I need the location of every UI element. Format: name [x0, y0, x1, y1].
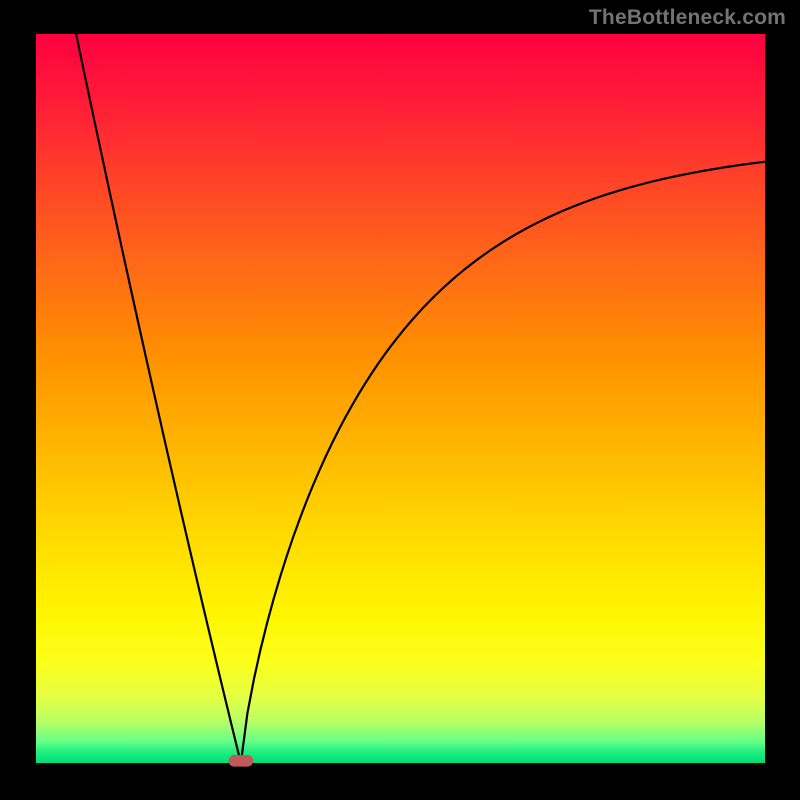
gradient-background — [36, 34, 765, 763]
vertex-marker — [228, 755, 253, 767]
chart-container: TheBottleneck.com — [0, 0, 800, 800]
bottleneck-chart — [0, 0, 800, 800]
watermark-text: TheBottleneck.com — [589, 6, 786, 30]
